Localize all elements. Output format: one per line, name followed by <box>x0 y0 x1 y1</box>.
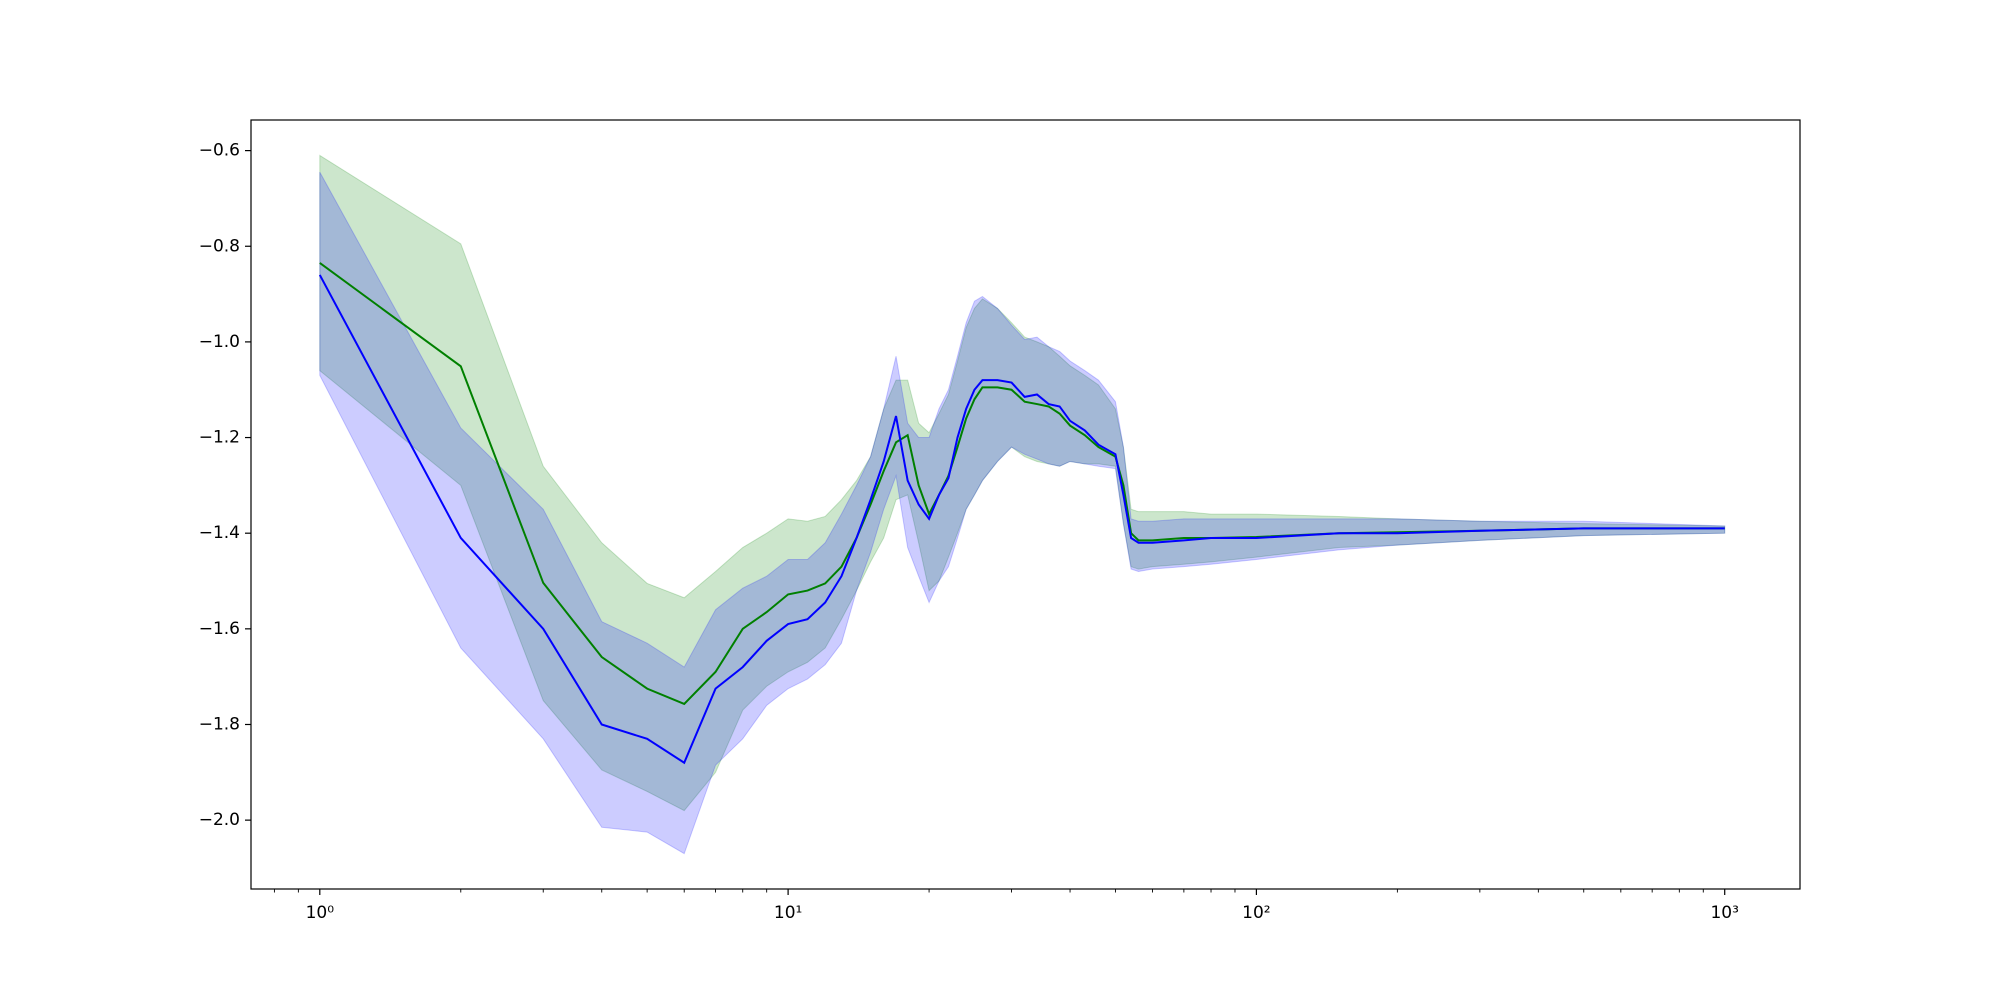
band <box>319 154 1726 812</box>
x-tick-label: 10² <box>1242 903 1270 923</box>
y-tick-label: −2.0 <box>199 810 240 830</box>
x-tick-label: 10¹ <box>774 903 802 923</box>
y-tick-label: −1.2 <box>199 428 240 448</box>
y-tick-label: −1.8 <box>199 714 240 734</box>
x-tick-label: 10³ <box>1710 903 1738 923</box>
line <box>318 274 1725 765</box>
band <box>319 171 1726 855</box>
y-tick-label: −1.6 <box>199 619 240 639</box>
y-tick-label: −1.0 <box>199 332 240 352</box>
plot-frame <box>250 119 1801 890</box>
x-tick-label: 10⁰ <box>306 903 335 923</box>
y-tick-label: −0.6 <box>199 141 240 161</box>
line <box>319 262 1725 706</box>
y-tick-label: −0.8 <box>199 236 240 256</box>
y-tick-label: −1.4 <box>199 523 240 543</box>
